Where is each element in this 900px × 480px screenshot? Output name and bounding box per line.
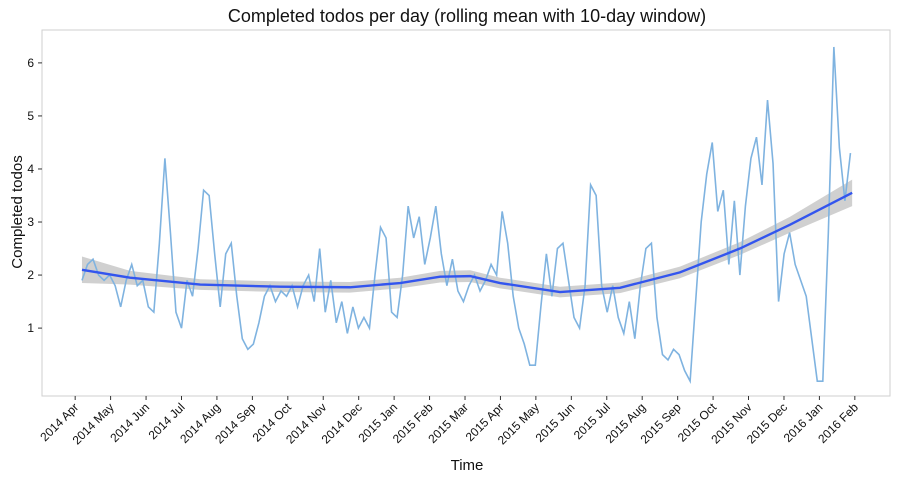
x-tick-label: 2014 Jun (107, 400, 152, 445)
y-tick-label: 4 (27, 162, 34, 176)
trend-line (81, 191, 853, 294)
y-tick-label: 6 (27, 56, 34, 70)
chart-title: Completed todos per day (rolling mean wi… (228, 6, 706, 26)
confidence-band (81, 179, 853, 298)
x-axis-title: Time (451, 457, 484, 474)
y-tick-label: 5 (27, 109, 34, 123)
y-axis-title: Completed todos (9, 155, 26, 268)
y-tick-label: 1 (27, 321, 34, 335)
data-line (81, 46, 852, 385)
x-tick-label: 2015 Jun (533, 400, 578, 445)
y-tick-label: 3 (27, 215, 34, 229)
plot-panel (41, 29, 891, 397)
y-tick-label: 2 (27, 268, 34, 282)
